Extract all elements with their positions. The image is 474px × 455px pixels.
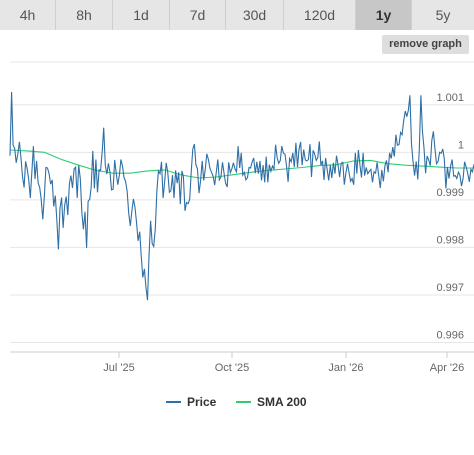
timeframe-tabs: 4h 8h 1d 7d 30d 120d 1y 5y (0, 0, 474, 30)
chart-legend: Price SMA 200 (0, 392, 474, 412)
tab-5y[interactable]: 5y (412, 0, 474, 30)
y-tick-label: 0.997 (436, 282, 464, 294)
y-axis-ticks: 1.001 1 0.999 0.998 0.997 0.996 (436, 92, 464, 342)
x-tick-label: Oct '25 (215, 362, 250, 374)
remove-graph-button[interactable]: remove graph (382, 35, 469, 54)
x-tick-label: Jul '25 (103, 362, 134, 374)
legend-swatch-sma-200 (236, 401, 251, 403)
tab-30d[interactable]: 30d (226, 0, 284, 30)
x-axis-ticks: Jul '25 Oct '25 Jan '26 Apr '26 (103, 352, 464, 374)
tab-8h[interactable]: 8h (56, 0, 113, 30)
tab-1d[interactable]: 1d (113, 0, 170, 30)
tab-7d[interactable]: 7d (170, 0, 226, 30)
tab-1y[interactable]: 1y (356, 0, 412, 30)
tab-120d[interactable]: 120d (284, 0, 356, 30)
series-line-sma-200 (9, 149, 474, 179)
legend-item-sma-200[interactable]: SMA 200 (236, 395, 307, 409)
x-tick-label: Jan '26 (328, 362, 363, 374)
legend-label-sma-200: SMA 200 (257, 395, 307, 409)
legend-label-price: Price (187, 395, 217, 409)
tab-4h[interactable]: 4h (0, 0, 56, 30)
legend-swatch-price (166, 401, 181, 403)
y-tick-label: 0.999 (436, 187, 464, 199)
y-tick-label: 0.996 (436, 329, 464, 341)
price-chart: 1.001 1 0.999 0.998 0.997 0.996 Jul '25 Oct '2… (9, 61, 474, 374)
series-line-price (9, 91, 474, 301)
y-tick-label: 1.001 (436, 92, 464, 104)
y-tick-label: 0.998 (436, 234, 464, 246)
legend-item-price[interactable]: Price (166, 395, 216, 409)
x-tick-label: Apr '26 (430, 362, 465, 374)
grid-lines (10, 61, 474, 353)
y-tick-label: 1 (458, 139, 464, 151)
